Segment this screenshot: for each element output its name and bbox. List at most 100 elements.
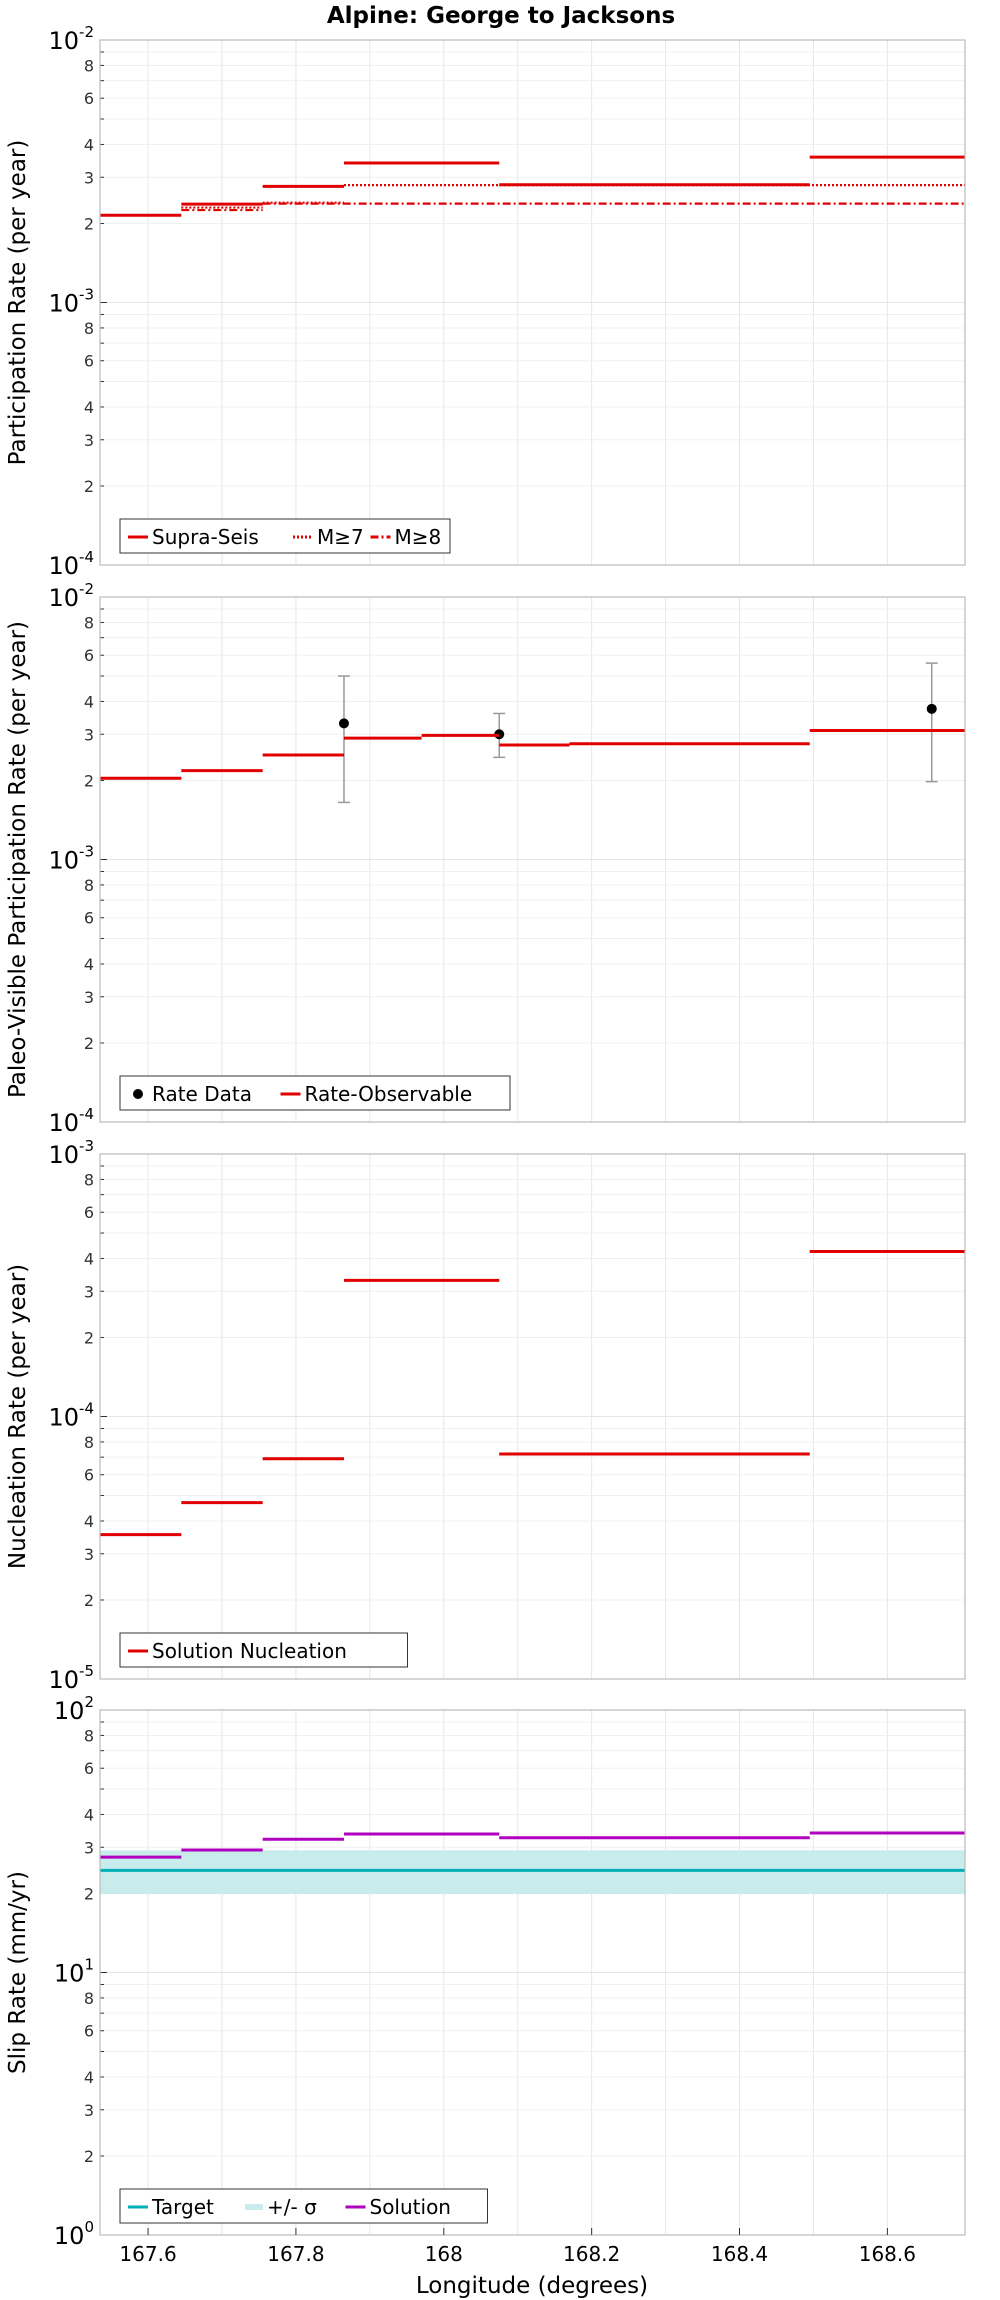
y-tick-exponent: -3 (79, 1137, 94, 1155)
y-tick-exponent: 2 (84, 1693, 94, 1711)
y-minor-tick-label: 3 (84, 2101, 94, 2120)
y-tick-label: 102 (54, 1693, 94, 1725)
y-minor-tick-label: 2 (84, 2147, 94, 2166)
legend: Rate Data Rate-Observable (119, 1075, 511, 1111)
y-tick-exponent: -4 (79, 548, 94, 566)
y-tick-label: 10-2 (48, 23, 94, 55)
y-minor-tick-label: 6 (84, 1203, 94, 1222)
y-minor-tick-label: 2 (84, 1591, 94, 1610)
legend: Target +/- σ Solution (119, 2188, 488, 2224)
y-tick-base: 10 (48, 552, 79, 580)
legend-label: Rate Data (152, 1082, 252, 1106)
y-tick-base: 10 (54, 1960, 85, 1988)
y-minor-tick-label: 3 (84, 1282, 94, 1301)
y-tick-base: 10 (48, 27, 79, 55)
y-minor-tick-label: 8 (84, 1726, 94, 1745)
y-tick-exponent: -3 (79, 843, 94, 861)
y-tick-exponent: -5 (79, 1662, 94, 1680)
y-minor-tick-label: 6 (84, 89, 94, 108)
y-minor-tick-label: 2 (84, 1034, 94, 1053)
y-minor-tick-label: 6 (84, 1759, 94, 1778)
y-minor-tick-label: 8 (84, 613, 94, 632)
y-tick-base: 10 (48, 1666, 79, 1694)
y-tick-exponent: -4 (79, 1400, 94, 1418)
legend-label: M≥7 (317, 525, 364, 549)
y-minor-tick-label: 4 (84, 398, 94, 417)
y-minor-tick-label: 2 (84, 771, 94, 790)
y-minor-tick-label: 2 (84, 1884, 94, 1903)
rate-data-point (926, 703, 937, 714)
x-tick-label: 168.6 (859, 2242, 916, 2266)
y-minor-tick-label: 2 (84, 214, 94, 233)
y-axis-label: Participation Rate (per year) (5, 140, 31, 466)
y-minor-tick-label: 8 (84, 1989, 94, 2008)
y-minor-tick-label: 6 (84, 909, 94, 928)
y-minor-tick-label: 8 (84, 56, 94, 75)
legend-label: M≥8 (395, 525, 442, 549)
y-minor-tick-label: 6 (84, 646, 94, 665)
y-minor-tick-label: 8 (84, 319, 94, 338)
y-minor-tick-label: 3 (84, 988, 94, 1007)
y-minor-tick-label: 6 (84, 2022, 94, 2041)
y-tick-base: 10 (48, 847, 79, 875)
y-minor-tick-label: 4 (84, 955, 94, 974)
y-minor-tick-label: 4 (84, 692, 94, 711)
plot-frame (99, 596, 966, 1123)
y-tick-label: 10-5 (48, 1662, 94, 1694)
legend-box (119, 1632, 408, 1668)
y-minor-tick-label: 8 (84, 1433, 94, 1452)
legend-swatch (245, 2204, 263, 2210)
plot-frame (99, 1153, 966, 1680)
y-minor-tick-label: 3 (84, 1838, 94, 1857)
y-tick-base: 10 (48, 290, 79, 318)
y-tick-base: 10 (48, 584, 79, 612)
y-tick-label: 10-3 (48, 1137, 94, 1169)
y-tick-exponent: -3 (79, 286, 94, 304)
y-axis-label: Nucleation Rate (per year) (5, 1264, 31, 1569)
y-tick-label: 10-4 (48, 1105, 94, 1137)
y-minor-tick-label: 4 (84, 1512, 94, 1531)
legend-swatch (133, 1089, 143, 1099)
chart-title: Alpine: George to Jacksons (327, 3, 675, 29)
y-minor-tick-label: 4 (84, 2068, 94, 2087)
rate-data-point (338, 718, 349, 729)
legend-label: Solution Nucleation (152, 1639, 347, 1663)
plot-frame (99, 39, 966, 566)
y-tick-base: 10 (54, 1697, 85, 1725)
legend: Solution Nucleation (119, 1632, 408, 1668)
legend-label: +/- σ (267, 2195, 317, 2219)
y-minor-tick-label: 3 (84, 168, 94, 187)
x-tick-label: 167.8 (267, 2242, 324, 2266)
y-tick-label: 101 (54, 1956, 94, 1988)
x-tick-label: 168.2 (563, 2242, 620, 2266)
y-minor-tick-label: 3 (84, 431, 94, 450)
y-tick-label: 10-2 (48, 580, 94, 612)
y-tick-exponent: 0 (84, 2218, 94, 2236)
legend-label: Supra-Seis (152, 525, 259, 549)
y-tick-label: 100 (54, 2218, 94, 2250)
y-minor-tick-label: 6 (84, 352, 94, 371)
y-minor-tick-label: 2 (84, 477, 94, 496)
x-tick-label: 168.4 (711, 2242, 768, 2266)
y-minor-tick-label: 4 (84, 1249, 94, 1268)
y-minor-tick-label: 6 (84, 1466, 94, 1485)
x-axis-label: Longitude (degrees) (416, 2273, 648, 2299)
y-tick-base: 10 (54, 2222, 85, 2250)
legend: Supra-Seis M≥7 M≥8 (119, 518, 451, 554)
y-tick-base: 10 (48, 1404, 79, 1432)
y-tick-label: 10-4 (48, 1400, 94, 1432)
legend-box (119, 518, 451, 554)
y-minor-tick-label: 8 (84, 876, 94, 895)
legend-box (119, 1075, 511, 1111)
legend-label: Solution (370, 2195, 451, 2219)
x-axis: 167.6 167.8 168 168.2 168.4 168.6 (119, 2228, 916, 2266)
x-tick-label: 168 (425, 2242, 463, 2266)
y-tick-exponent: 1 (84, 1956, 94, 1974)
y-minor-tick-label: 2 (84, 1328, 94, 1347)
plot-frame (99, 1709, 966, 2236)
y-tick-label: 10-3 (48, 843, 94, 875)
